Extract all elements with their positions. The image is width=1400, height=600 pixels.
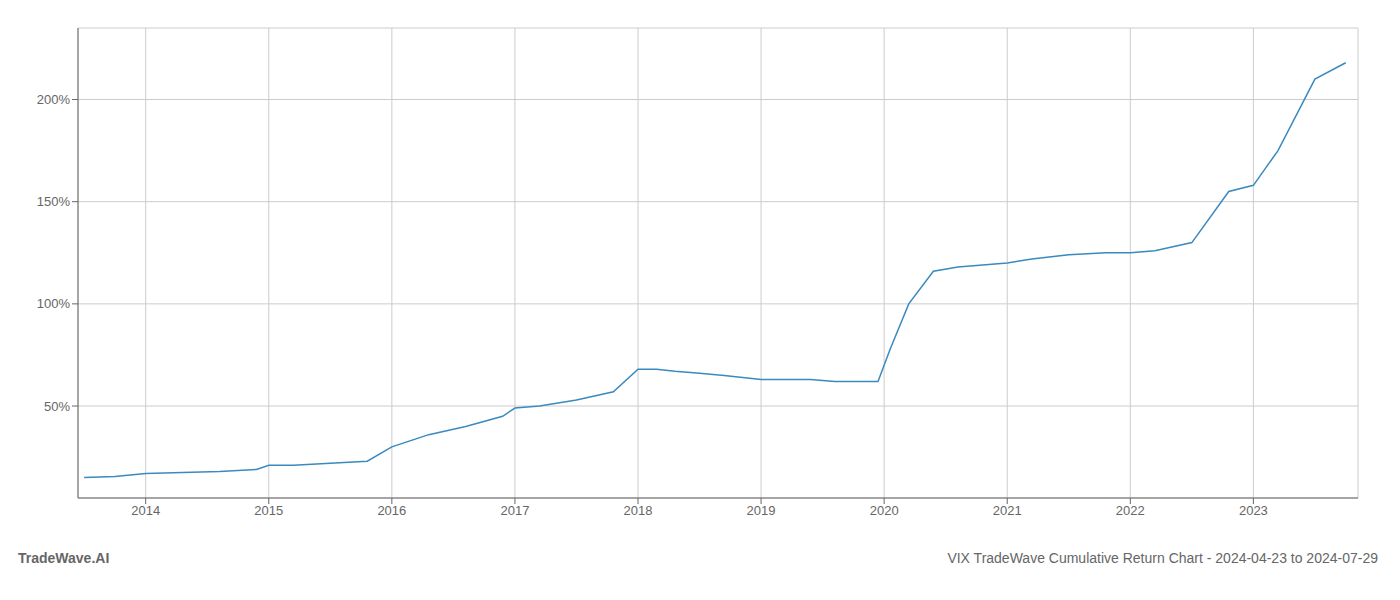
svg-text:2016: 2016 — [377, 503, 406, 518]
svg-text:100%: 100% — [37, 296, 71, 311]
svg-text:2017: 2017 — [500, 503, 529, 518]
html-text:TradeWave.AI: TradeWave.AI — [18, 550, 110, 566]
svg-text:2020: 2020 — [870, 503, 899, 518]
svg-text:2018: 2018 — [624, 503, 653, 518]
svg-text:2021: 2021 — [993, 503, 1022, 518]
html-text:VIX TradeWave Cumulative Retur: VIX TradeWave Cumulative Return Chart - … — [947, 550, 1378, 566]
svg-text:2015: 2015 — [254, 503, 283, 518]
svg-text:2019: 2019 — [747, 503, 776, 518]
svg-text:50%: 50% — [44, 399, 70, 414]
svg-text:2014: 2014 — [131, 503, 160, 518]
svg-text:200%: 200% — [37, 92, 71, 107]
svg-text:150%: 150% — [37, 194, 71, 209]
svg-text:2023: 2023 — [1239, 503, 1268, 518]
svg-text:2022: 2022 — [1116, 503, 1145, 518]
